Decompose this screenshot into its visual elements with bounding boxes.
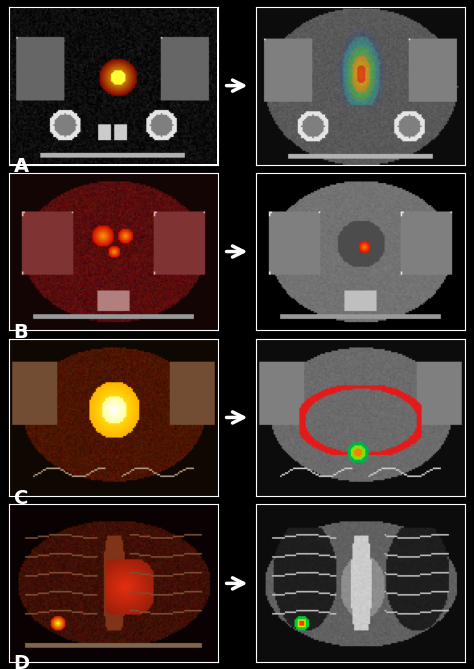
- Text: A: A: [14, 157, 29, 176]
- Text: B: B: [14, 322, 28, 342]
- Text: C: C: [14, 488, 28, 508]
- Text: D: D: [14, 654, 30, 669]
